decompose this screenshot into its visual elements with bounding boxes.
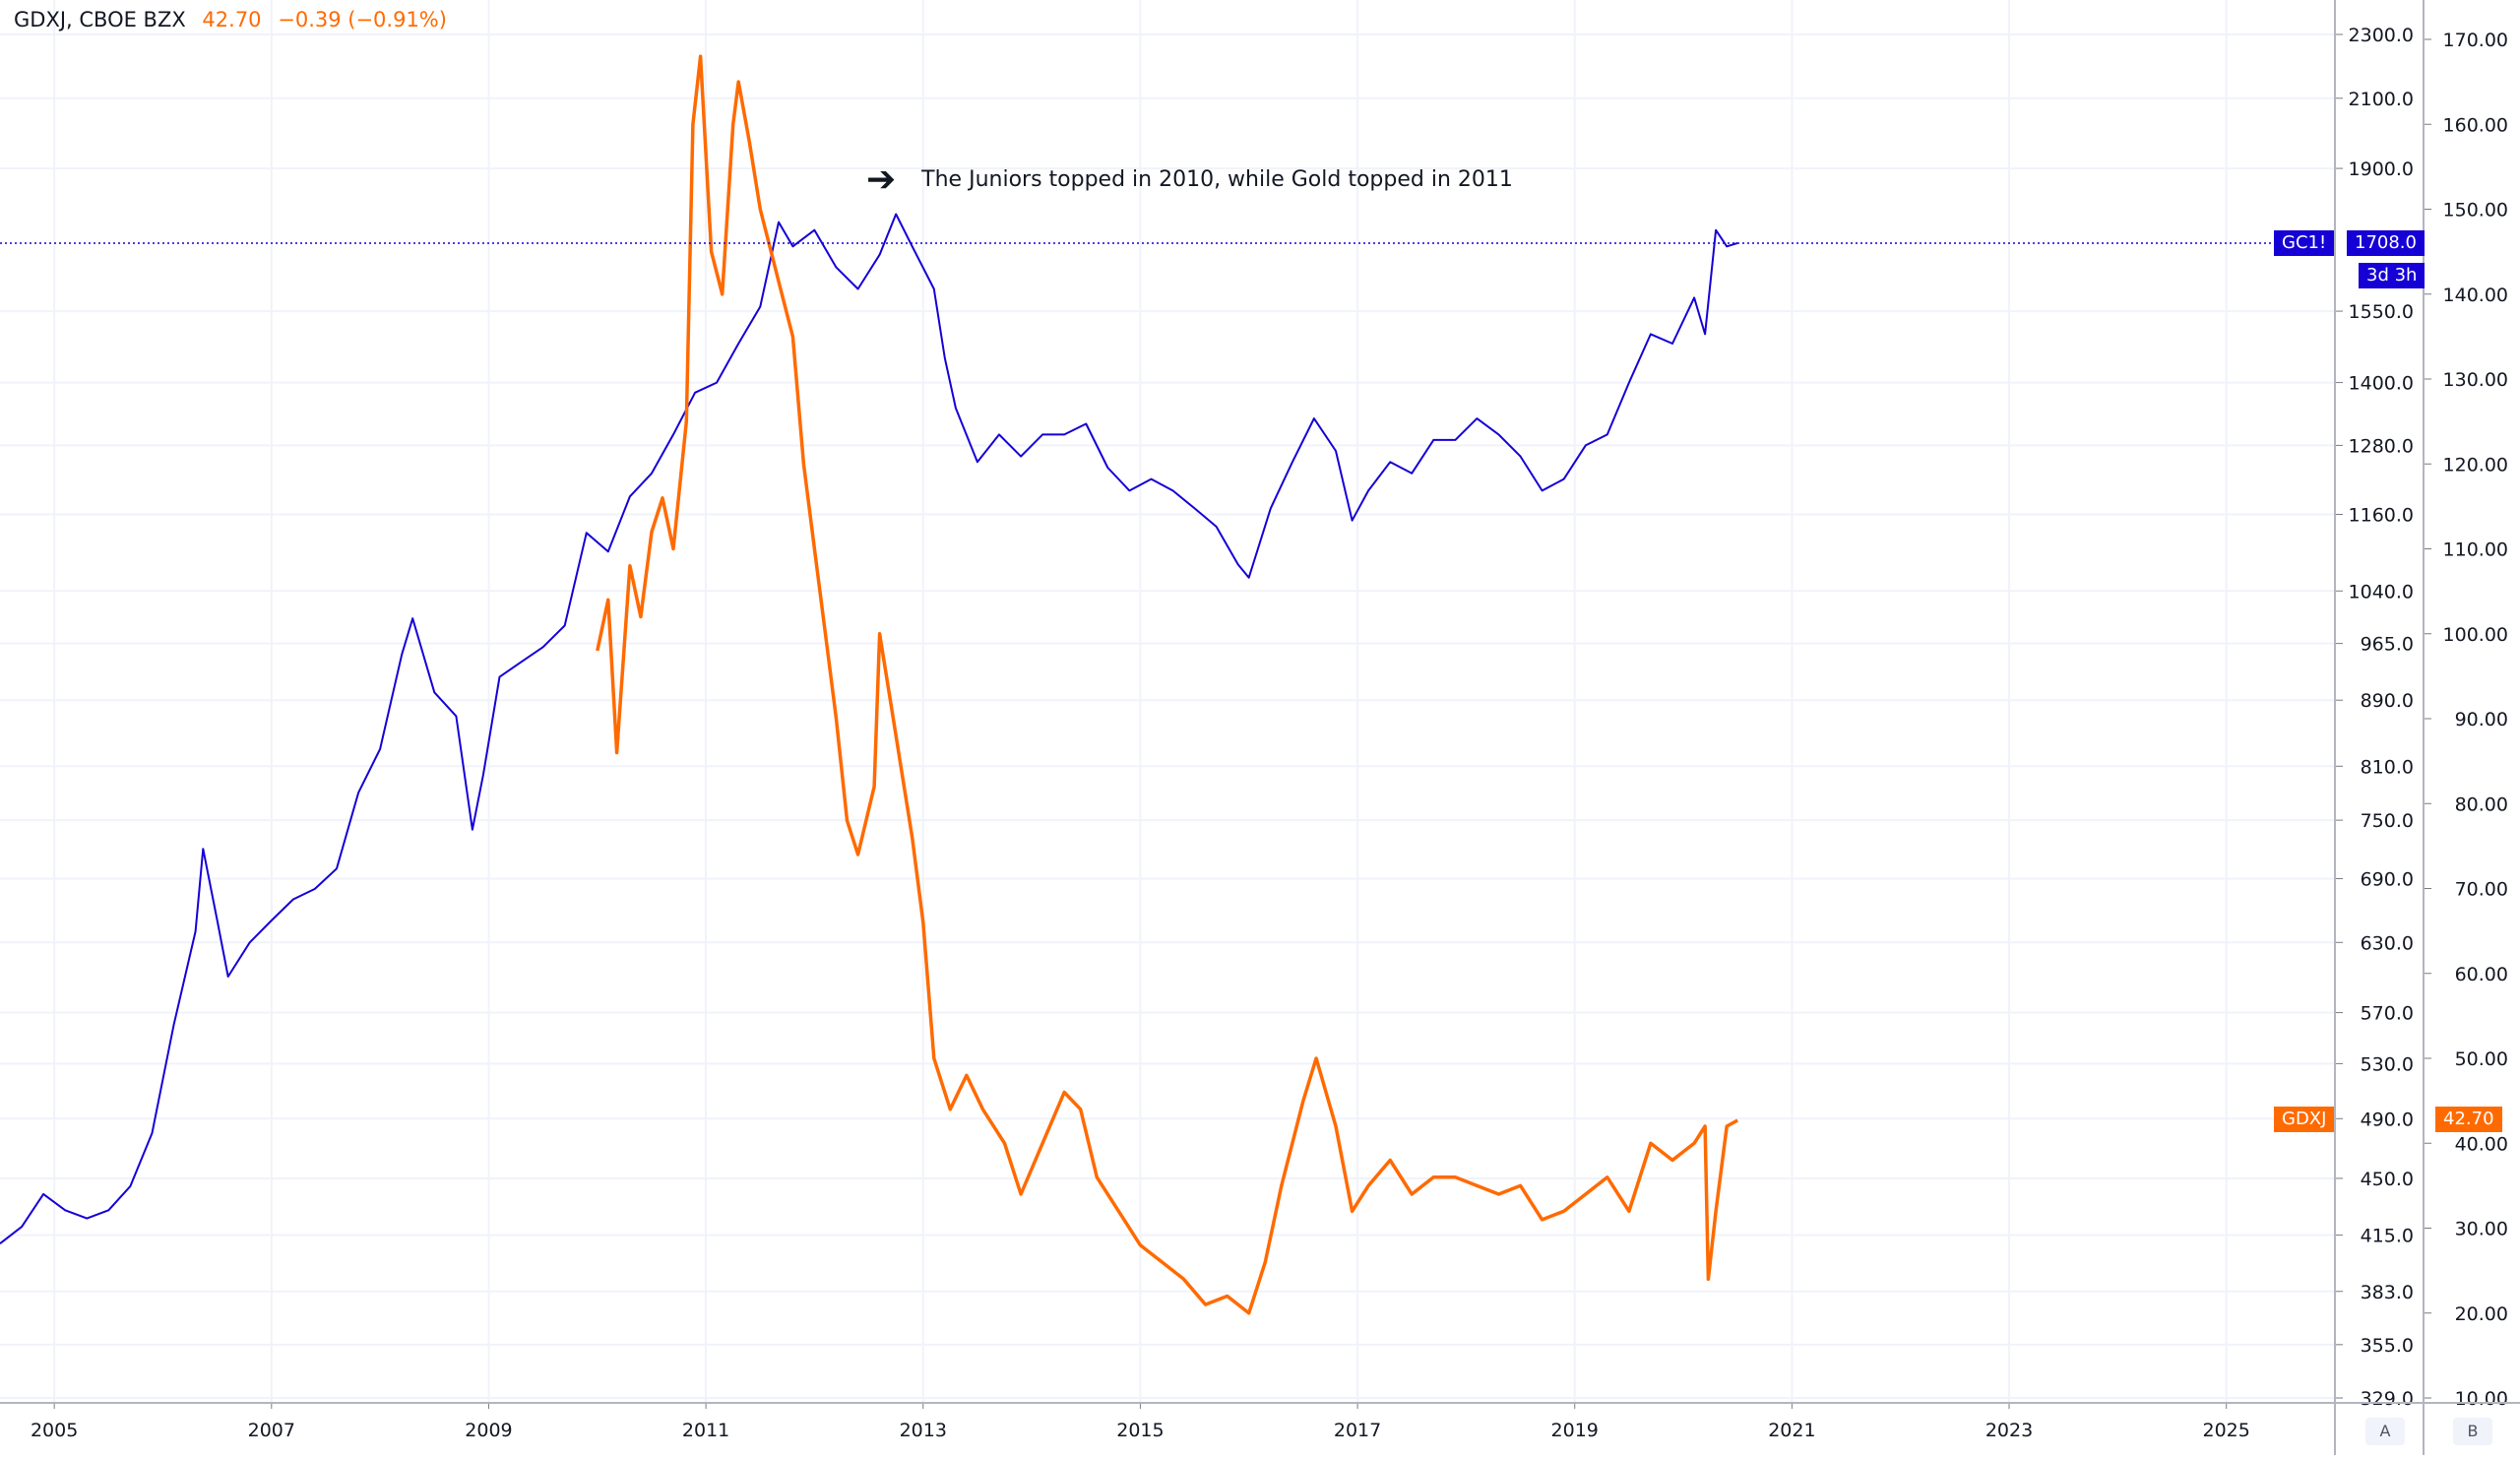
right-axis-tick-label: 140.00: [2443, 285, 2508, 306]
gdxj-price-tag-text: 42.70: [2443, 1109, 2494, 1129]
gc-price-tag: 1708.0: [2347, 230, 2425, 256]
chart-header: GDXJ, CBOE BZX 42.70 −0.39 (−0.91%): [14, 8, 447, 32]
arrow-left-icon: ➔: [866, 159, 897, 200]
right-axis-tick-label: 50.00: [2455, 1048, 2508, 1070]
left-axis-tick-label: 2300.0: [2349, 25, 2414, 46]
series-layer: [0, 54, 2335, 1315]
right-axis-tick-label: 10.00: [2455, 1388, 2508, 1410]
left-axis-tick-label: 690.0: [2361, 869, 2414, 891]
left-axis-tick-label: 1400.0: [2349, 373, 2414, 395]
gdxj-symbol-tag-text: GDXJ: [2282, 1109, 2327, 1129]
left-axis-tick-label: 329.0: [2361, 1388, 2414, 1410]
annotation-text: The Juniors topped in 2010, while Gold t…: [921, 167, 1513, 192]
right-axis-tick-label: 100.00: [2443, 624, 2508, 646]
left-axis-tick-label: 383.0: [2361, 1282, 2414, 1303]
x-axis-tick-label: 2015: [1116, 1420, 1164, 1441]
scale-a-button[interactable]: A: [2365, 1418, 2405, 1445]
right-axis-tick-label: 70.00: [2455, 879, 2508, 901]
right-axis-tick-label: 20.00: [2455, 1303, 2508, 1325]
right-axis-tick-label: 120.00: [2443, 454, 2508, 476]
gc-symbol-tag-text: GC1!: [2282, 232, 2327, 253]
left-axis-tick-label: 890.0: [2361, 690, 2414, 712]
gc-countdown-tag-text: 3d 3h: [2366, 265, 2418, 285]
series-line-gdxj: [596, 54, 1739, 1315]
right-axis-tick-label: 90.00: [2455, 709, 2508, 730]
gc-symbol-tag: GC1!: [2274, 230, 2335, 256]
left-axis-tick-label: 530.0: [2361, 1053, 2414, 1075]
last-price: 42.70: [202, 8, 262, 32]
x-axis-tick-label: 2017: [1334, 1420, 1381, 1441]
left-axis-tick-label: 450.0: [2361, 1169, 2414, 1190]
symbol-label: GDXJ, CBOE BZX: [14, 8, 186, 32]
x-axis-tick-label: 2021: [1768, 1420, 1815, 1441]
gc-countdown-tag: 3d 3h: [2359, 263, 2426, 288]
left-axis-tick-label: 1900.0: [2349, 159, 2414, 180]
left-axis-tick-label: 1040.0: [2349, 581, 2414, 603]
left-axis-tick-label: 2100.0: [2349, 89, 2414, 110]
left-axis-tick-label: 1550.0: [2349, 301, 2414, 323]
right-axis-tick-label: 30.00: [2455, 1219, 2508, 1240]
right-axis-tick-label: 110.00: [2443, 539, 2508, 561]
x-axis-tick-label: 2025: [2202, 1420, 2249, 1441]
x-axis-tick-label: 2013: [900, 1420, 947, 1441]
grid-layer: [0, 0, 2335, 1403]
x-axis-tick-label: 2009: [465, 1420, 512, 1441]
left-axis-tick-label: 490.0: [2361, 1109, 2414, 1130]
right-axis-tick-label: 130.00: [2443, 369, 2508, 391]
gdxj-symbol-tag: GDXJ: [2274, 1107, 2335, 1132]
right-axis-tick-label: 170.00: [2443, 30, 2508, 51]
right-axis-tick-label: 60.00: [2455, 964, 2508, 985]
left-axis-tick-label: 415.0: [2361, 1226, 2414, 1247]
price-change: −0.39 (−0.91%): [278, 8, 447, 32]
chart-annotation[interactable]: ➔ The Juniors topped in 2010, while Gold…: [866, 159, 1513, 200]
x-axis-tick-label: 2011: [682, 1420, 729, 1441]
scale-b-button[interactable]: B: [2453, 1418, 2492, 1445]
right-axis-tick-label: 80.00: [2455, 793, 2508, 815]
right-axis-tick-label: 40.00: [2455, 1133, 2508, 1155]
left-axis-tick-label: 355.0: [2361, 1335, 2414, 1357]
left-axis-tick-label: 1160.0: [2349, 505, 2414, 527]
x-axis-tick-label: 2019: [1551, 1420, 1599, 1441]
x-axis-tick-label: 2023: [1985, 1420, 2033, 1441]
x-axis-tick-label: 2005: [31, 1420, 78, 1441]
x-axis-tick-label: 2007: [248, 1420, 295, 1441]
left-axis-tick-label: 1280.0: [2349, 435, 2414, 457]
left-axis-tick-label: 810.0: [2361, 756, 2414, 778]
right-axis-tick-label: 150.00: [2443, 200, 2508, 222]
left-axis-tick-label: 630.0: [2361, 932, 2414, 954]
left-axis-tick-label: 570.0: [2361, 1003, 2414, 1025]
series-line-gc1: [0, 213, 1738, 1244]
left-axis-tick-label: 750.0: [2361, 810, 2414, 832]
gdxj-price-tag: 42.70: [2435, 1107, 2502, 1132]
left-axis-tick-label: 965.0: [2361, 634, 2414, 656]
gc-price-tag-text: 1708.0: [2355, 232, 2417, 253]
right-axis-tick-label: 160.00: [2443, 114, 2508, 136]
